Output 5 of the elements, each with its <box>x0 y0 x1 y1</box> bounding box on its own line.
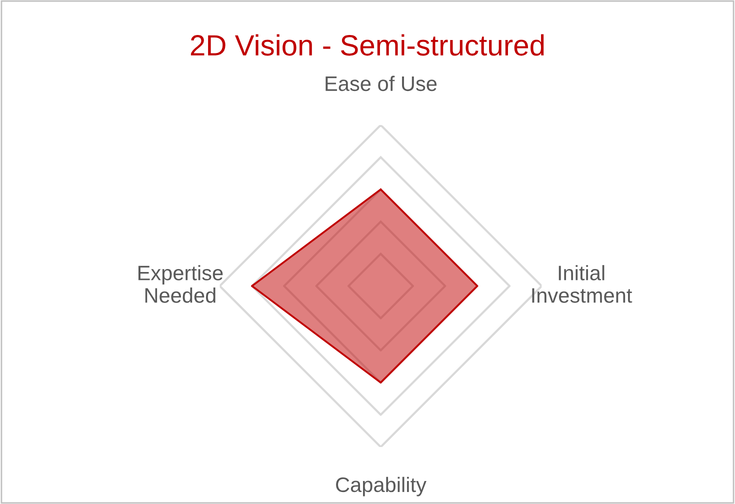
spoke-label: Expertise Needed <box>138 265 223 303</box>
spoke-label: Initial Investment <box>532 265 632 303</box>
spoke-label: Capability <box>336 476 426 496</box>
chart-title: 2D Vision - Semi-structured <box>190 34 544 56</box>
spoke-label: Ease of Use <box>326 76 437 92</box>
